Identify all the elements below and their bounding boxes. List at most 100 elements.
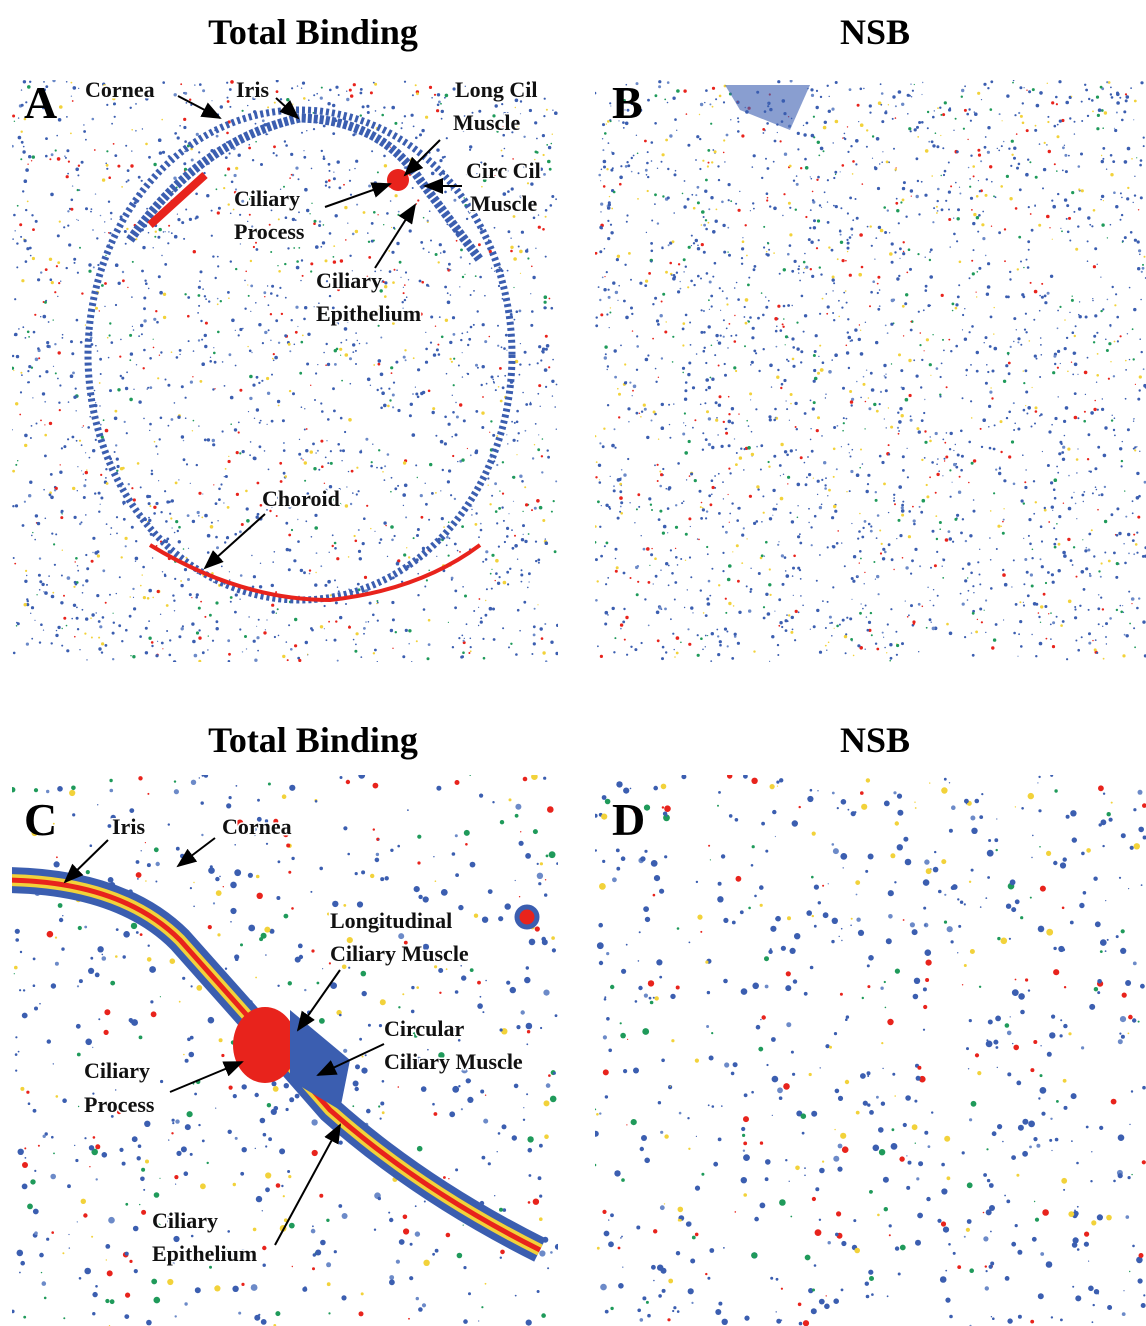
speckle <box>1054 417 1057 420</box>
speckle <box>361 870 365 874</box>
speckle <box>996 548 998 550</box>
speckle <box>494 271 495 272</box>
speckle <box>599 442 601 444</box>
speckle <box>680 288 682 290</box>
speckle <box>1114 129 1117 132</box>
speckle <box>288 981 292 985</box>
speckle <box>162 648 163 649</box>
speckle <box>373 783 379 789</box>
speckle <box>600 211 601 212</box>
speckle <box>1101 562 1103 564</box>
speckle <box>700 103 703 106</box>
speckle <box>191 159 194 162</box>
speckle <box>428 619 431 622</box>
speckle <box>326 639 328 641</box>
speckle <box>750 399 751 400</box>
speckle <box>303 156 306 159</box>
speckle <box>552 359 554 361</box>
speckle <box>342 449 345 452</box>
speckle <box>545 660 547 662</box>
speckle <box>1008 411 1011 414</box>
speckle <box>198 515 200 517</box>
speckle <box>916 375 919 378</box>
speckle <box>889 232 890 233</box>
speckle <box>942 475 943 476</box>
speckle <box>266 619 267 620</box>
speckle <box>676 89 680 93</box>
speckle <box>1020 261 1022 263</box>
speckle <box>715 401 718 404</box>
speckle <box>522 524 525 527</box>
speckle <box>1136 446 1137 447</box>
speckle <box>879 305 881 307</box>
speckle <box>862 463 864 465</box>
speckle <box>834 510 837 513</box>
speckle <box>687 628 689 630</box>
speckle <box>1030 282 1032 284</box>
speckle <box>534 507 537 510</box>
speckle <box>265 133 267 135</box>
speckle <box>844 565 846 567</box>
speckle <box>1028 518 1031 521</box>
speckle <box>687 373 690 376</box>
speckle <box>285 297 287 299</box>
speckle <box>300 458 302 460</box>
speckle <box>341 460 342 461</box>
speckle <box>737 580 740 583</box>
speckle <box>900 201 902 203</box>
speckle <box>683 422 684 423</box>
speckle <box>755 408 757 410</box>
speckle <box>452 316 455 319</box>
speckle <box>701 502 703 504</box>
speckle <box>637 493 640 496</box>
speckle <box>102 956 107 961</box>
speckle <box>216 546 219 549</box>
speckle <box>728 468 730 470</box>
speckle <box>1064 319 1066 321</box>
speckle <box>722 481 724 483</box>
speckle <box>254 1315 260 1321</box>
speckle <box>599 299 601 301</box>
speckle <box>901 506 904 509</box>
speckle <box>955 345 958 348</box>
speckle <box>477 981 481 985</box>
speckle <box>790 403 792 405</box>
speckle <box>898 433 900 435</box>
speckle <box>639 413 640 414</box>
speckle <box>891 558 894 561</box>
speckle <box>703 350 706 353</box>
speckle <box>1087 216 1090 219</box>
speckle <box>220 300 222 302</box>
speckle <box>647 99 650 102</box>
speckle <box>1053 488 1056 491</box>
speckle <box>85 579 88 582</box>
speckle <box>436 148 439 151</box>
speckle <box>935 515 937 517</box>
speckle <box>191 985 193 987</box>
speckle <box>863 376 865 378</box>
speckle <box>485 550 488 553</box>
speckle <box>287 659 289 661</box>
speckle <box>297 326 298 327</box>
speckle <box>1129 287 1131 289</box>
speckle <box>133 607 136 610</box>
speckle <box>226 82 228 84</box>
speckle <box>340 355 341 356</box>
speckle <box>604 132 607 135</box>
speckle <box>453 333 456 336</box>
speckle <box>502 1124 507 1129</box>
speckle <box>813 401 816 404</box>
speckle <box>521 538 524 541</box>
speckle <box>104 282 107 285</box>
speckle <box>1102 308 1104 310</box>
speckle <box>283 472 286 475</box>
speckle <box>420 241 423 244</box>
speckle <box>721 445 724 448</box>
speckle <box>974 111 975 112</box>
speckle <box>298 178 300 180</box>
speckle <box>852 160 855 163</box>
speckle <box>1019 86 1022 89</box>
speckle <box>75 561 76 562</box>
speckle <box>990 510 992 512</box>
speckle <box>918 311 920 313</box>
